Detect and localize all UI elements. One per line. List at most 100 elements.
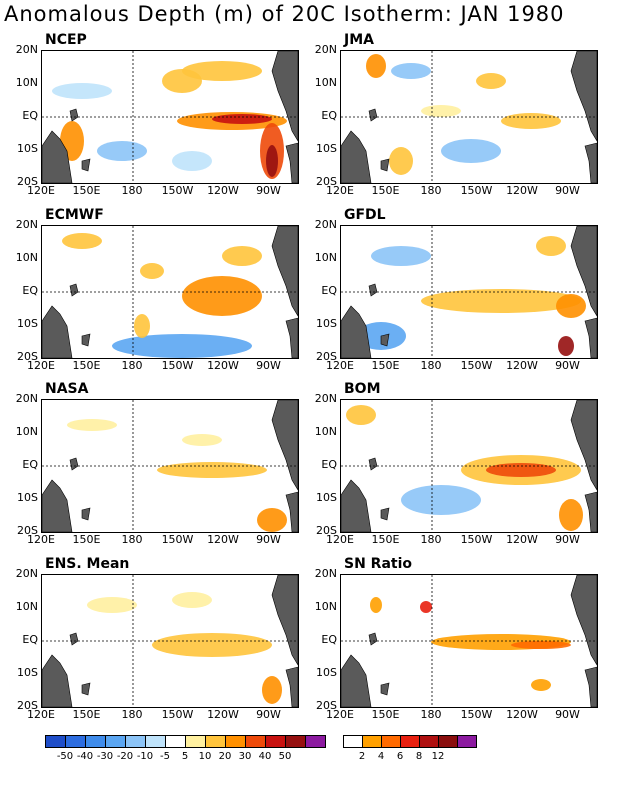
contour-region: [67, 419, 117, 431]
colorbar-swatch: [226, 736, 246, 747]
lon-tick-label: 120W: [506, 533, 538, 546]
lon-tick-label: 120W: [207, 708, 239, 721]
lon-tick-label: 120E: [326, 184, 354, 197]
colorbar-swatch: [106, 736, 126, 747]
contour-region: [556, 294, 586, 318]
colorbar-swatch: [146, 736, 166, 747]
lon-tick-label: 90W: [555, 533, 580, 546]
lon-tick-label: 150W: [460, 708, 493, 721]
lon-tick-label: 150E: [371, 184, 400, 197]
colorbar-label: 20: [218, 751, 232, 762]
lat-tick-label: 10N: [314, 76, 337, 89]
colorbar-swatch: [166, 736, 186, 747]
map-panel-gfdl: [340, 225, 598, 359]
anomaly-colorbar: [45, 735, 326, 748]
contour-region: [157, 462, 267, 478]
lat-tick-label: EQ: [321, 458, 337, 471]
map-panel-bom: [340, 399, 598, 533]
lat-tick-label: 10S: [316, 491, 337, 504]
lon-tick-label: 180: [420, 359, 442, 372]
lon-tick-label: 180: [121, 533, 143, 546]
colorbar-label: -30: [96, 751, 114, 762]
land-mass: [42, 305, 73, 358]
colorbar-swatch: [439, 736, 458, 747]
lon-tick-label: 90W: [256, 533, 281, 546]
contour-region: [536, 236, 566, 256]
contour-region: [257, 508, 287, 532]
lon-tick-label: 180: [121, 184, 143, 197]
contour-region: [420, 601, 432, 613]
lat-tick-label: EQ: [321, 633, 337, 646]
lon-tick-label: 120E: [27, 533, 55, 546]
land-mass: [584, 317, 597, 358]
contour-region: [501, 113, 561, 129]
lon-tick-label: 90W: [256, 359, 281, 372]
lon-tick-label: 120W: [207, 533, 239, 546]
contour-region: [266, 145, 278, 177]
lon-tick-label: 120E: [326, 708, 354, 721]
land-mass: [570, 51, 597, 142]
land-mass: [271, 51, 298, 142]
lon-tick-label: 180: [420, 184, 442, 197]
lat-tick-label: 20N: [15, 567, 38, 580]
anomaly-map-sn-ratio: [341, 575, 597, 707]
land-mass: [81, 507, 91, 521]
lon-tick-label: 150W: [161, 359, 194, 372]
land-mass: [341, 654, 372, 707]
colorbar-swatch: [420, 736, 439, 747]
lon-tick-label: 150E: [371, 359, 400, 372]
contour-region: [559, 499, 583, 531]
land-mass: [285, 491, 298, 532]
contour-region: [421, 289, 581, 313]
land-mass: [285, 142, 298, 183]
anomaly-map-jma: [341, 51, 597, 183]
land-mass: [341, 479, 372, 532]
lon-tick-label: 150E: [72, 359, 101, 372]
land-mass: [69, 632, 79, 646]
colorbar-swatch: [206, 736, 226, 747]
lat-tick-label: EQ: [22, 109, 38, 122]
land-mass: [271, 226, 298, 317]
lat-tick-label: EQ: [22, 458, 38, 471]
contour-region: [97, 141, 147, 161]
lon-tick-label: 150W: [460, 533, 493, 546]
lon-tick-label: 120W: [506, 708, 538, 721]
anomaly-map-ncep: [42, 51, 298, 183]
land-mass: [584, 491, 597, 532]
lon-tick-label: 150W: [161, 533, 194, 546]
colorbar-swatch: [46, 736, 66, 747]
lon-tick-label: 120W: [207, 359, 239, 372]
land-mass: [380, 333, 390, 347]
land-mass: [368, 283, 378, 297]
contour-region: [486, 463, 556, 477]
panel-title-gfdl: GFDL: [344, 207, 386, 223]
contour-region: [152, 633, 272, 657]
contour-region: [476, 73, 506, 89]
colorbar-label: 2: [358, 751, 366, 762]
contour-region: [182, 61, 262, 81]
land-mass: [271, 400, 298, 491]
land-mass: [570, 575, 597, 666]
lon-tick-label: 120E: [326, 533, 354, 546]
colorbar-swatch: [266, 736, 286, 747]
colorbar-swatch: [306, 736, 325, 747]
land-mass: [42, 479, 73, 532]
land-mass: [368, 632, 378, 646]
lon-tick-label: 120E: [27, 708, 55, 721]
contour-region: [87, 597, 137, 613]
lat-tick-label: 20N: [15, 43, 38, 56]
lat-tick-label: 10N: [15, 425, 38, 438]
lat-tick-label: 10S: [17, 317, 38, 330]
lon-tick-label: 90W: [555, 708, 580, 721]
land-mass: [285, 317, 298, 358]
contour-region: [62, 233, 102, 249]
contour-region: [182, 434, 222, 446]
contour-region: [212, 114, 272, 124]
lon-tick-label: 150W: [460, 184, 493, 197]
contour-region: [140, 263, 164, 279]
land-mass: [69, 457, 79, 471]
colorbar-label: -5: [160, 751, 170, 762]
colorbar-label: 4: [377, 751, 385, 762]
colorbar-swatch: [458, 736, 476, 747]
lon-tick-label: 90W: [256, 708, 281, 721]
